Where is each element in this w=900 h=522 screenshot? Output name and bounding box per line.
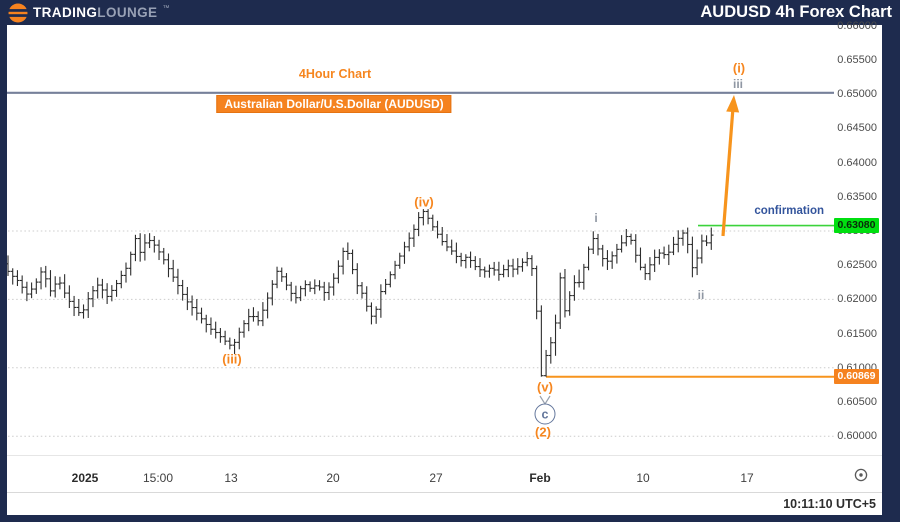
axis-settings-icon[interactable] xyxy=(853,467,869,483)
projection-arrowhead xyxy=(726,95,740,113)
confirmation-label: confirmation xyxy=(754,204,824,217)
gridlines xyxy=(8,230,834,437)
price-tick-label: 0.64500 xyxy=(837,122,877,135)
price-tick-label: 0.65500 xyxy=(837,54,877,66)
clock: 10:11:10 UTC+5 xyxy=(783,497,876,511)
price-tick-label: 0.65000 xyxy=(837,88,877,101)
status-bar: 10:11:10 UTC+5 xyxy=(7,492,882,515)
instrument-badge: Australian Dollar/U.S.Dollar (AUDUSD) xyxy=(216,95,452,113)
projection-arrow xyxy=(721,104,735,237)
chart-area[interactable]: 4Hour Chart Australian Dollar/U.S.Dollar… xyxy=(7,20,882,455)
time-tick-label: 20 xyxy=(326,471,340,485)
brand-logo: TRADINGLOUNGE ™ xyxy=(8,3,169,23)
brand-name: TRADINGLOUNGE xyxy=(33,6,157,20)
wave-label-c: c xyxy=(534,403,556,425)
price-tick-label: 0.66000 xyxy=(837,19,877,32)
time-tick-label: 15:00 xyxy=(142,471,174,485)
time-axis[interactable]: 2025 15:00 13 20 27 Feb 10 17 xyxy=(7,455,882,492)
wave-label-i: i xyxy=(594,211,598,225)
time-tick-label: 13 xyxy=(224,471,238,485)
brand-name-lounge: LOUNGE xyxy=(97,4,158,20)
time-tick-label: 27 xyxy=(429,471,443,485)
tradinglounge-logo-icon xyxy=(8,3,28,22)
chart-title: AUDUSD 4h Forex Chart xyxy=(700,3,892,21)
wave-label-iii: iii xyxy=(732,77,744,91)
price-tick-label: 0.63500 xyxy=(837,190,877,203)
wave-label-ii: ii xyxy=(697,288,705,302)
price-tick-label: 0.61500 xyxy=(837,327,877,340)
brand-name-trading: TRADING xyxy=(33,4,98,20)
time-tick-label: 2025 xyxy=(71,471,99,485)
wave-label-iii: (iii) xyxy=(222,351,242,367)
trademark-symbol: ™ xyxy=(162,4,170,12)
wave-label-2: (2) xyxy=(535,424,551,440)
ohlc-bars xyxy=(7,209,714,377)
wave-label-v: (v) xyxy=(537,379,553,395)
timeframe-label: 4Hour Chart xyxy=(298,67,372,81)
wave-low-price-badge: 0.60869 xyxy=(834,369,879,385)
wave-label-iv: (iv) xyxy=(414,194,434,210)
confirmation-price-badge: 0.63080 xyxy=(834,218,879,234)
time-tick-label: 10 xyxy=(636,471,650,485)
price-tick-label: 0.60500 xyxy=(837,396,877,408)
time-tick-label: Feb xyxy=(529,471,551,485)
wave-label-i: (i) xyxy=(732,60,746,76)
price-tick-label: 0.64000 xyxy=(837,156,877,169)
price-tick-label: 0.60000 xyxy=(837,430,877,443)
price-tick-label: 0.62500 xyxy=(837,259,877,272)
price-plot[interactable] xyxy=(7,25,882,455)
top-bar: TRADINGLOUNGE ™ AUDUSD 4h Forex Chart xyxy=(0,0,900,25)
time-tick-label: 17 xyxy=(740,471,754,485)
price-tick-label: 0.62000 xyxy=(837,293,877,306)
